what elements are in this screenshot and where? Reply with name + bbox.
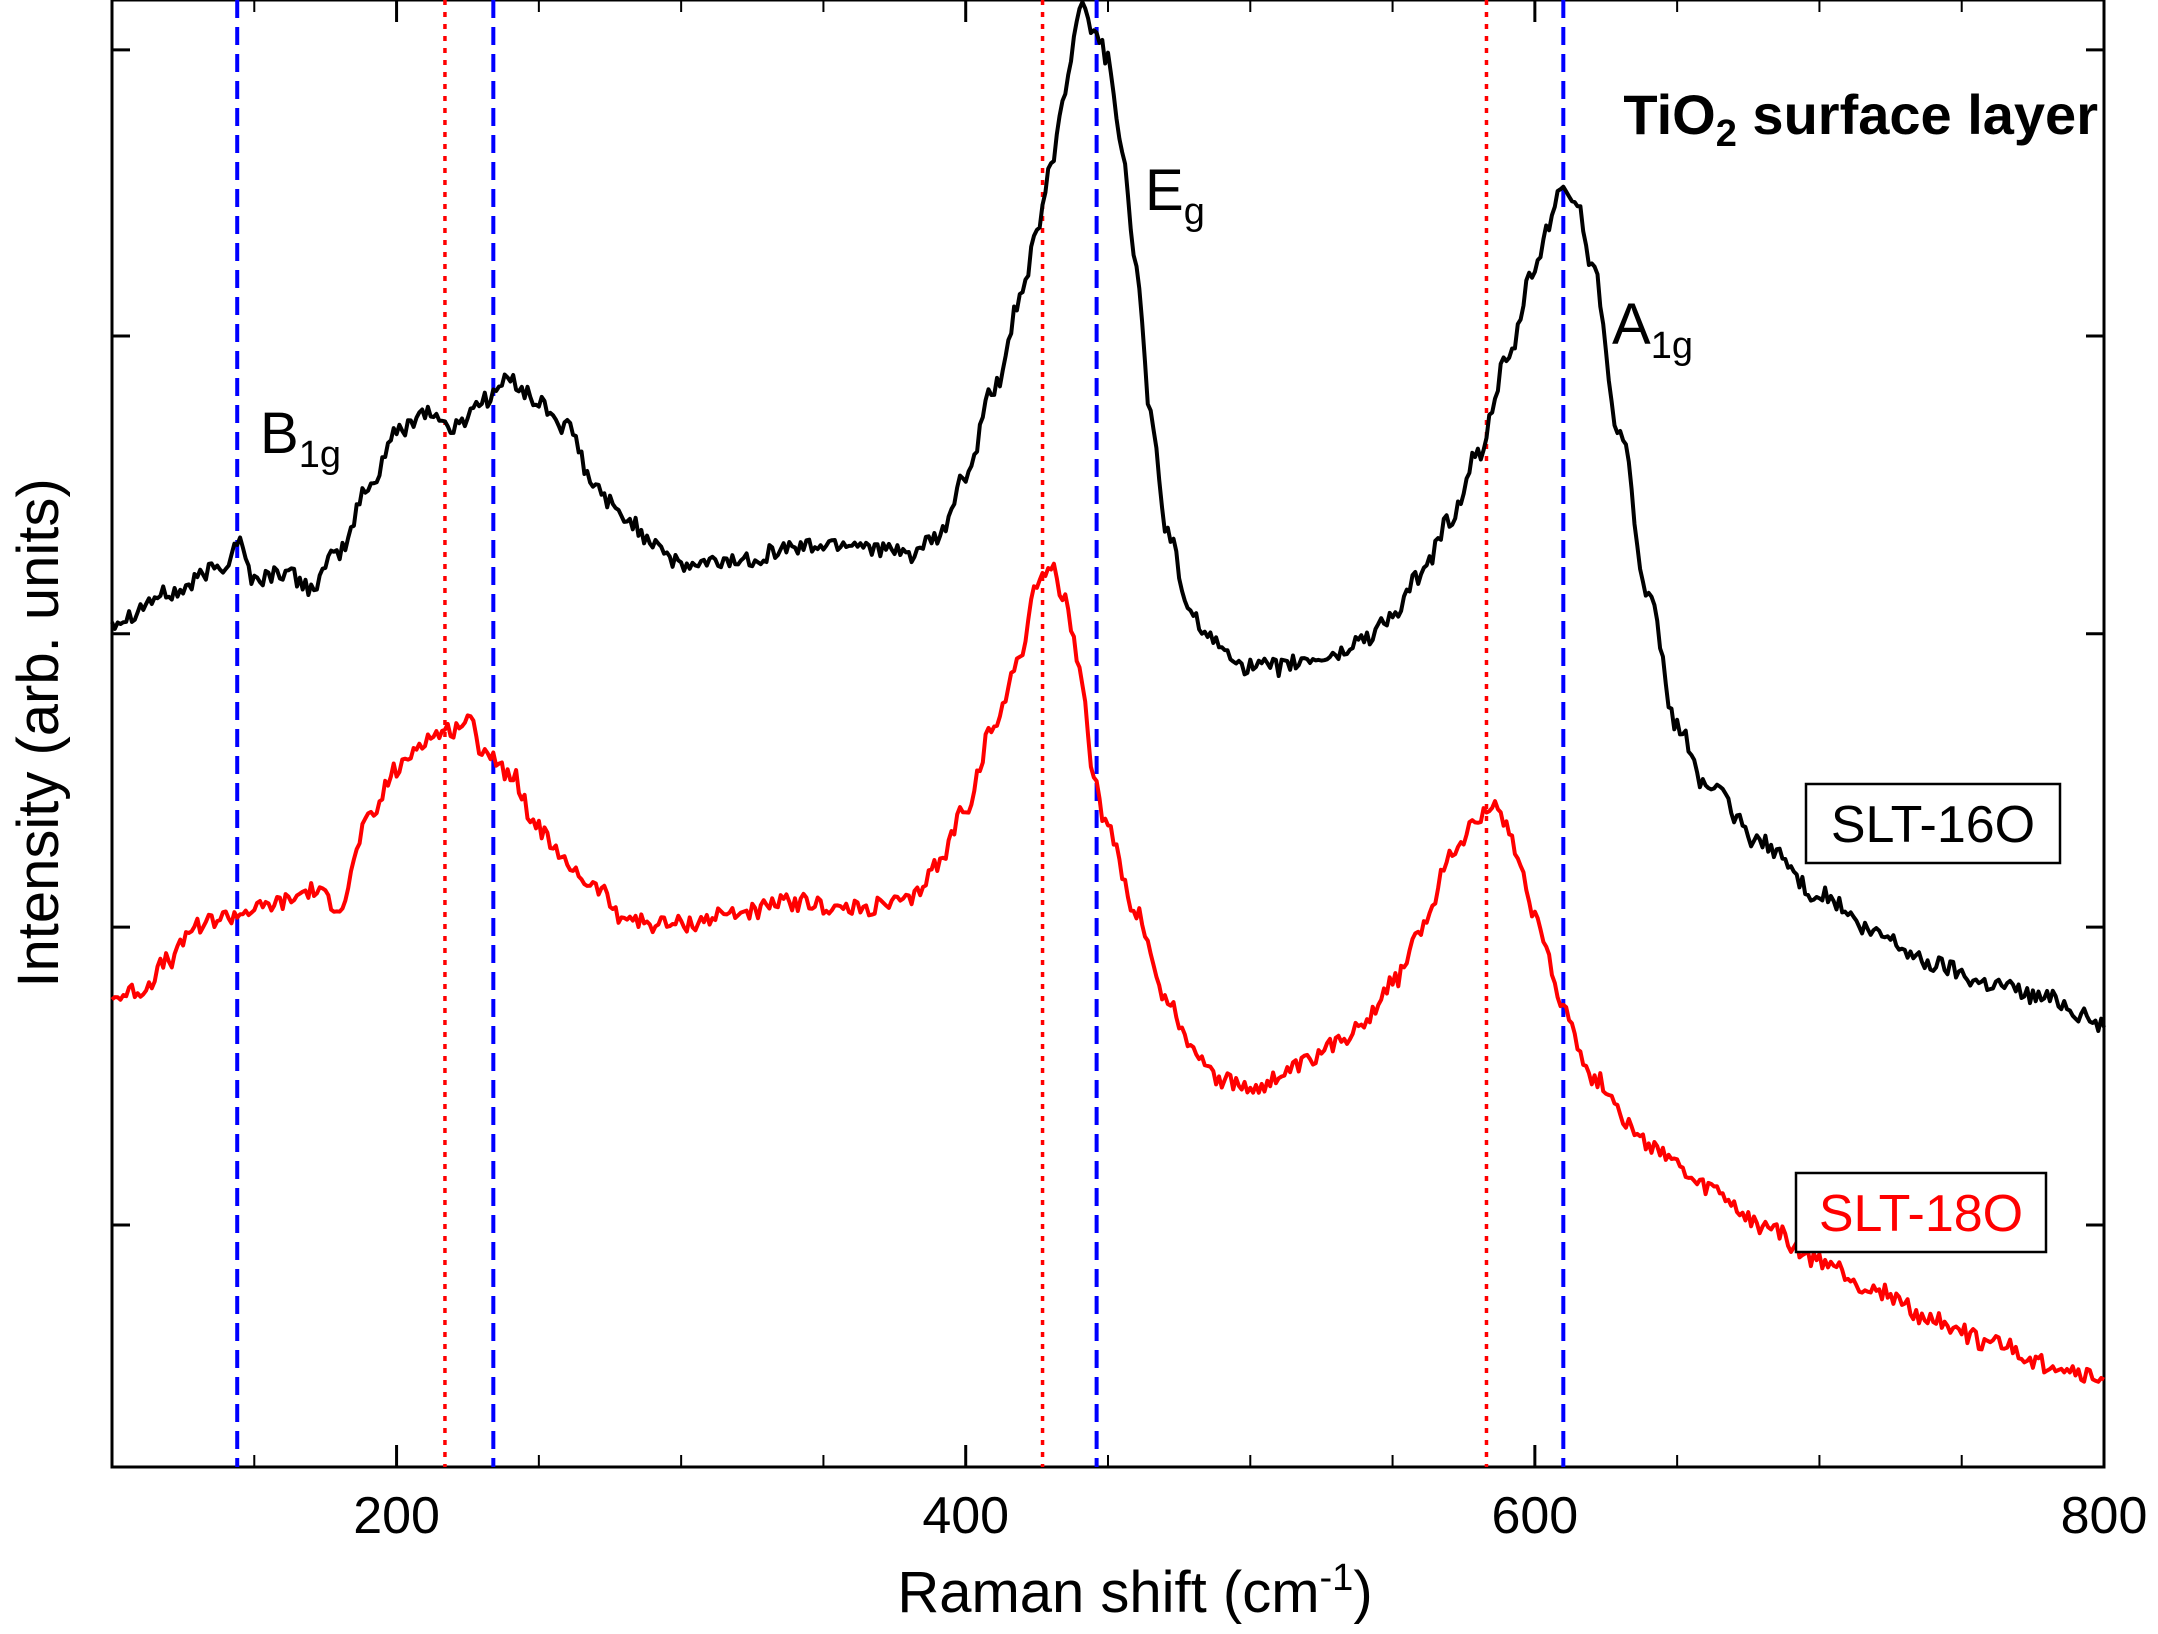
x-tick-label-400: 400 — [922, 1487, 1009, 1545]
x-minor-ticks — [253, 0, 1963, 1467]
peak-label-eg: Eg — [1145, 158, 1205, 233]
legend-box-slt-18o — [1794, 1171, 2048, 1254]
x-axis-title: Raman shift (cm-1) — [897, 1557, 1372, 1625]
x-tick-label-200: 200 — [353, 1487, 440, 1545]
y-axis-title: Intensity (arb. units) — [6, 478, 71, 987]
legend-slt-16o: SLT-16O — [1804, 782, 2062, 865]
chart-title: TiO2 surface layer — [1623, 83, 2098, 155]
legend-box-slt-16o — [1804, 782, 2062, 865]
legend-slt-18o: SLT-18O — [1794, 1171, 2048, 1254]
reference-lines — [235, 0, 1566, 1467]
legend-label-slt-18o: SLT-18O — [1819, 1185, 2023, 1243]
x-tick-label-600: 600 — [1491, 1487, 1578, 1545]
legend-label-slt-16o: SLT-16O — [1831, 796, 2035, 854]
peak-label-a1g: A1g — [1612, 292, 1693, 367]
x-tick-label-800: 800 — [2061, 1487, 2148, 1545]
x-axis-ticks: 200 400 600 800 — [353, 0, 2147, 1545]
series-line-slt-16o — [110, 0, 2106, 1033]
series-line-slt-18o — [110, 561, 2105, 1384]
peak-label-b1g: B1g — [260, 401, 341, 476]
y-axis-ticks — [112, 48, 2104, 1227]
data-series — [110, 0, 2106, 1384]
